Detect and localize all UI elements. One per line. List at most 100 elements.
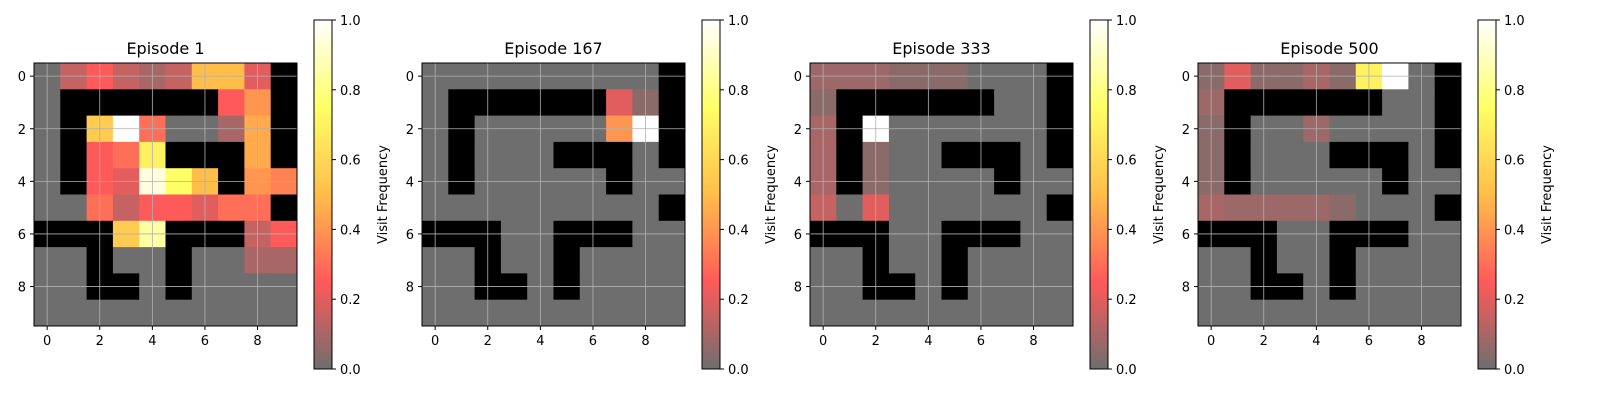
x-tick-label: 0 [1207,334,1215,349]
heatmap-cell [165,194,193,222]
heatmap-cell [1276,247,1304,274]
wall-cell [1329,141,1357,169]
x-tick-label: 6 [1365,334,1373,349]
y-tick-label: 8 [406,281,414,296]
x-tick-label: 0 [819,334,827,349]
wall-cell [941,89,969,116]
heatmap-cell [1434,247,1462,274]
heatmap-cell [888,247,916,274]
heatmap-cell [836,299,863,327]
x-tick-label: 8 [641,334,649,349]
panel-title: Episode 333 [892,39,990,58]
colorbar-tick-label: 0.6 [340,154,361,169]
heatmap-cell [553,194,581,222]
panel-2: Episode 167 0 2 4 6 8 0 2 4 6 8 0.0 0.2 0.4 0.6 0.8 1.0 V… [406,14,779,378]
x-tick-label: 0 [43,334,51,349]
heatmap-cell [112,194,140,222]
heatmap-cell [112,141,140,169]
colorbar-tick-label: 1.0 [340,14,361,29]
x-tick-label: 6 [977,334,985,349]
wall-cell [658,194,686,222]
y-tick-label: 6 [406,228,414,243]
wall-cell [1329,89,1357,116]
x-tick-label: 6 [589,334,597,349]
heatmap-cell [888,299,916,327]
colorbar-tick-label: 0.0 [728,363,749,378]
wall-cell [270,194,298,222]
wall-cell [994,141,1021,169]
wall-cell [888,89,916,116]
heatmap-cell [1276,141,1304,169]
axes-frame [33,62,298,327]
y-tick-label: 8 [1182,281,1190,296]
colorbar-label: Visit Frequency [764,145,779,244]
wall-cell [606,141,633,169]
wall-cell [448,141,475,169]
wall-cell [836,141,863,169]
heatmap-cell [888,194,916,222]
x-tick-label: 4 [536,334,544,349]
wall-cell [1224,141,1251,169]
heatmap-cell [941,194,969,222]
x-tick-label: 2 [484,334,492,349]
axes-frame [421,62,686,327]
colorbar-label: Visit Frequency [1152,145,1167,244]
wall-cell [112,89,140,116]
colorbar-tick-label: 0.4 [340,223,361,238]
heatmap-cell [606,89,633,116]
wall-cell [553,89,581,116]
heatmap-cell [165,299,193,327]
heatmap-cell [500,141,528,169]
heatmap-cell [448,247,475,274]
wall-cell [1046,141,1074,169]
wall-cell [1224,89,1251,116]
x-tick-label: 6 [201,334,209,349]
wall-cell [500,89,528,116]
axes-frame [1197,62,1462,327]
heatmap-cell [1382,194,1409,222]
colorbar-tick-label: 0.8 [1116,84,1137,99]
panel-title: Episode 500 [1280,39,1378,58]
colorbar [1477,19,1497,370]
heatmap-cell [658,247,686,274]
y-tick-label: 6 [794,228,802,243]
x-tick-label: 2 [96,334,104,349]
x-tick-label: 0 [431,334,439,349]
heatmap-cell [606,194,633,222]
heatmap-cell [994,89,1021,116]
heatmap-cell [606,247,633,274]
heatmap-cell [112,299,140,327]
colorbar-tick-label: 1.0 [1504,14,1525,29]
colorbar [701,19,721,370]
colorbar-tick-label: 0.0 [340,363,361,378]
colorbar-tick-label: 0.6 [1116,154,1137,169]
colorbar-tick-label: 0.2 [1116,293,1137,308]
colorbar-tick-label: 1.0 [728,14,749,29]
heatmap-cell [500,299,528,327]
colorbar-tick-label: 0.6 [1504,154,1525,169]
wall-cell [165,247,193,274]
y-tick-label: 4 [406,175,414,190]
heatmap-cell [888,141,916,169]
heatmap-cell [448,299,475,327]
heatmap-cell [500,247,528,274]
heatmap-cell [1224,299,1251,327]
colorbar-tick-label: 0.0 [1116,363,1137,378]
x-tick-label: 4 [148,334,156,349]
heatmap-cell [1046,247,1074,274]
wall-cell [1434,89,1462,116]
wall-cell [165,89,193,116]
heatmap-cell [60,247,87,274]
heatmap-cell [994,299,1021,327]
x-tick-label: 4 [924,334,932,349]
y-tick-label: 2 [406,123,414,138]
wall-cell [658,141,686,169]
colorbar-tick-label: 0.4 [728,223,749,238]
x-tick-label: 8 [1417,334,1425,349]
heatmap-cell [1276,299,1304,327]
wall-cell [658,89,686,116]
y-tick-label: 0 [794,70,802,85]
wall-cell [1046,194,1074,222]
colorbar-tick-label: 0.8 [340,84,361,99]
wall-cell [165,141,193,169]
